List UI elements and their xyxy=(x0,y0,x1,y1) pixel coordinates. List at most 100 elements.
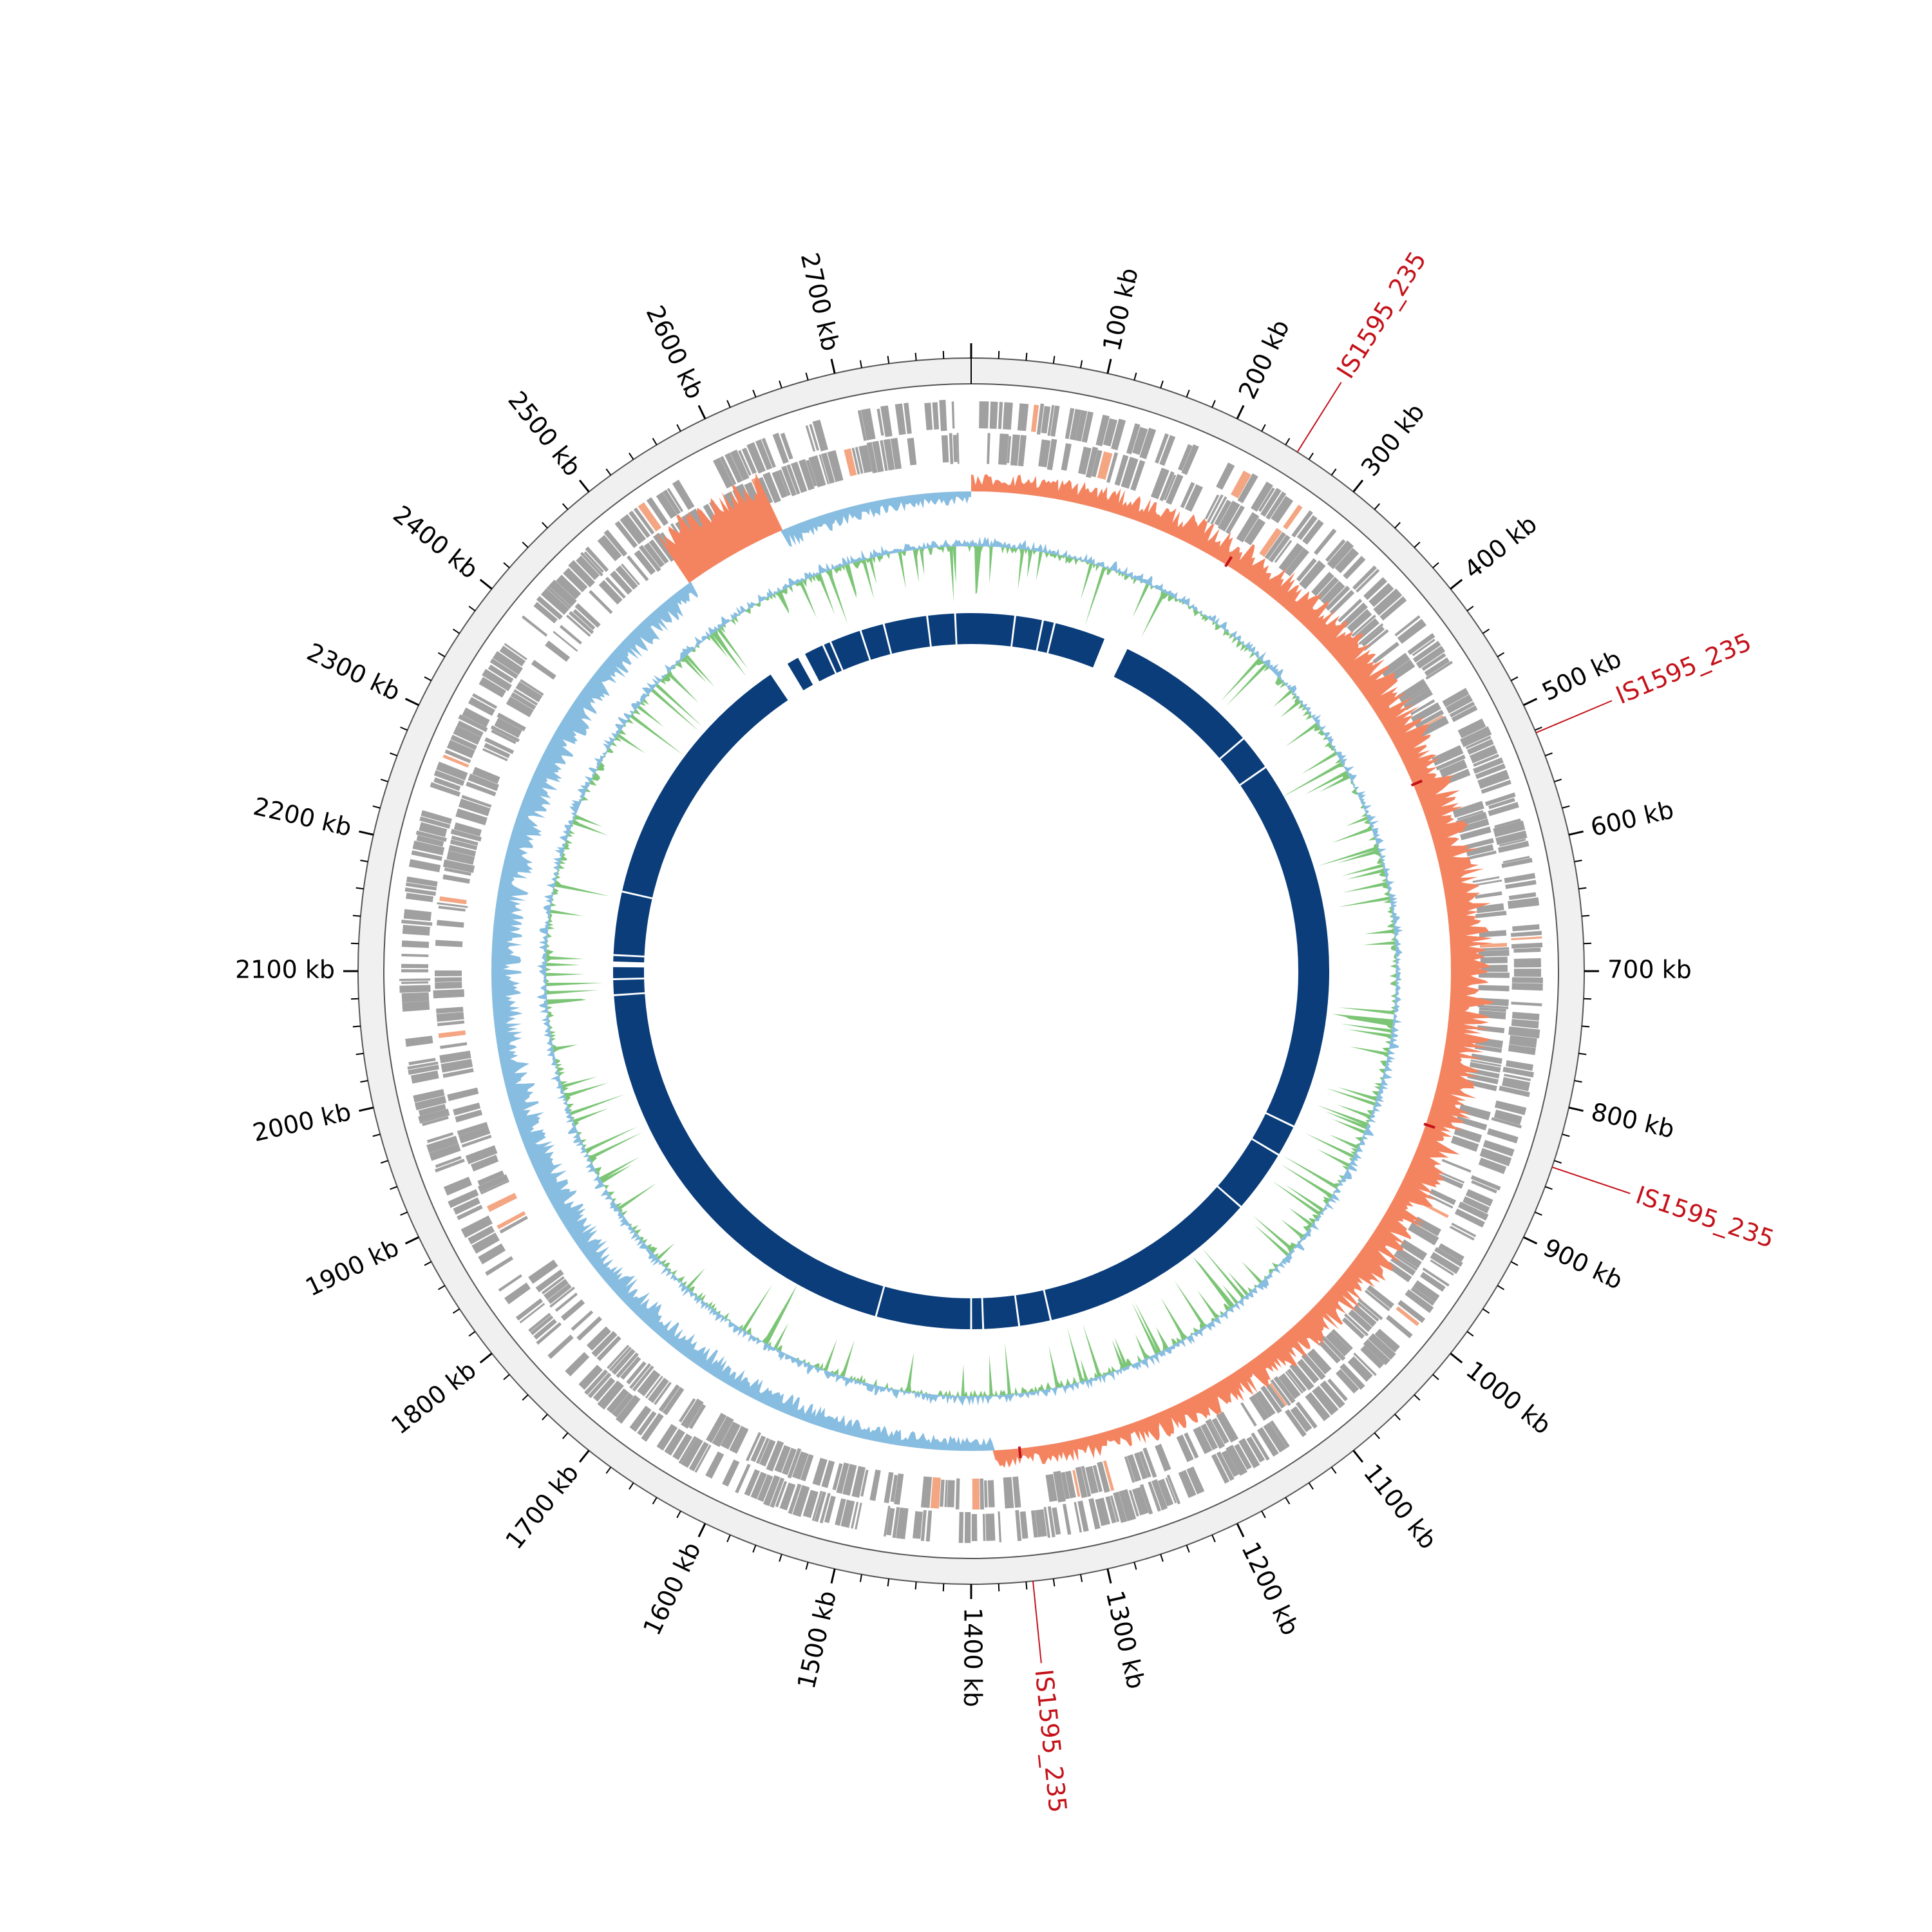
contig-block xyxy=(1220,739,1265,784)
gene-feature xyxy=(401,981,429,985)
gene-feature xyxy=(1036,403,1045,435)
is-leader-line xyxy=(1551,1166,1631,1195)
gene-feature xyxy=(1155,433,1170,464)
gene-feature xyxy=(566,614,591,637)
gene-feature xyxy=(548,580,577,607)
gene-feature xyxy=(419,822,448,837)
gene-feature xyxy=(1130,460,1146,491)
gene-feature xyxy=(401,969,429,972)
gene-feature xyxy=(465,1145,498,1164)
gene-feature xyxy=(1284,1409,1307,1437)
gene-feature xyxy=(1457,810,1484,820)
gene-feature xyxy=(706,1412,727,1443)
major-tick xyxy=(359,1106,374,1112)
gene-feature xyxy=(462,707,490,728)
minor-tick xyxy=(400,1211,408,1216)
gene-feature xyxy=(399,978,431,981)
contig-track xyxy=(613,613,1329,1329)
minor-tick xyxy=(1432,1374,1439,1381)
gene-feature xyxy=(408,1057,436,1066)
gene-feature xyxy=(808,455,826,488)
gene-feature xyxy=(637,1369,661,1397)
gene-feature xyxy=(1180,482,1195,509)
is-label: IS1595_235 xyxy=(1331,247,1432,384)
gene-feature xyxy=(1178,1470,1197,1499)
is-leader-line xyxy=(1032,1581,1042,1663)
gene-feature xyxy=(1422,1267,1450,1287)
gene-feature xyxy=(1494,1100,1527,1115)
gene-feature xyxy=(735,1464,751,1493)
gene-feature xyxy=(586,1326,611,1351)
gene-feature xyxy=(1478,985,1510,992)
major-tick xyxy=(479,1352,493,1364)
gene-feature xyxy=(656,492,677,519)
gene-feature xyxy=(1469,744,1498,764)
gene-feature xyxy=(958,1511,964,1543)
minor-tick xyxy=(1544,752,1553,757)
gene-feature xyxy=(1291,510,1313,538)
gene-feature xyxy=(438,905,466,912)
gene-feature xyxy=(1373,588,1403,616)
gene-feature xyxy=(1018,435,1027,467)
gene-feature xyxy=(770,1477,785,1508)
gene-feature xyxy=(410,1070,439,1084)
tick-label: 2400 kb xyxy=(388,500,484,584)
gene-feature xyxy=(1164,474,1177,501)
minor-tick xyxy=(1052,355,1056,364)
gene-feature xyxy=(678,1435,697,1464)
gene-feature xyxy=(1186,1466,1205,1495)
gene-feature xyxy=(559,625,582,645)
gene-feature xyxy=(779,1482,796,1511)
gene-feature xyxy=(1285,1371,1303,1394)
gene-feature xyxy=(504,1282,531,1305)
gene-feature xyxy=(560,1299,585,1321)
gene-feature xyxy=(1390,1256,1416,1276)
gene-feature xyxy=(1327,540,1354,569)
minor-tick xyxy=(1052,1578,1056,1587)
gene-feature xyxy=(1397,678,1428,703)
gene-feature xyxy=(1357,1298,1383,1321)
gene-feature xyxy=(1480,956,1508,964)
gene-feature xyxy=(719,455,737,486)
gene-feature xyxy=(890,1474,898,1502)
gene-feature xyxy=(738,450,752,476)
minor-tick xyxy=(726,400,731,408)
major-tick xyxy=(1106,1568,1112,1584)
gene-feature xyxy=(876,408,884,436)
minor-tick xyxy=(562,503,569,510)
gene-feature xyxy=(1305,1392,1331,1421)
gene-feature xyxy=(402,925,430,936)
gene-feature xyxy=(584,1369,609,1396)
gene-feature xyxy=(1502,1077,1530,1092)
gene-feature xyxy=(1408,1222,1439,1245)
minor-tick xyxy=(542,522,548,529)
gene-feature xyxy=(1075,1466,1088,1499)
gene-feature xyxy=(1347,1356,1373,1382)
minor-tick xyxy=(1186,1544,1190,1553)
gene-feature xyxy=(658,1384,680,1412)
gene-feature xyxy=(401,920,433,926)
gene-feature xyxy=(1217,500,1240,532)
gene-feature xyxy=(1103,418,1118,447)
gene-feature xyxy=(461,1135,492,1148)
gene-feature xyxy=(1463,838,1494,850)
gene-feature xyxy=(466,781,497,797)
gene-feature xyxy=(444,867,471,876)
gene-feature xyxy=(1412,638,1435,656)
gene-feature xyxy=(896,1507,909,1540)
gene-feature xyxy=(766,1440,784,1472)
contig-block xyxy=(1218,1139,1278,1206)
gene-feature xyxy=(1413,1280,1440,1303)
gene-feature xyxy=(1045,1473,1057,1502)
gene-feature xyxy=(890,437,902,469)
minor-tick xyxy=(1534,726,1542,731)
gene-feature xyxy=(1497,840,1530,853)
minor-tick xyxy=(424,676,432,681)
gene-feature xyxy=(1035,1509,1047,1537)
gene-feature xyxy=(1481,779,1511,794)
gene-feature xyxy=(729,1425,749,1454)
gene-feature xyxy=(1410,1286,1435,1306)
gene-feature xyxy=(772,433,789,464)
gene-feature xyxy=(484,737,515,754)
tick-label: 1000 kb xyxy=(1461,1356,1557,1440)
